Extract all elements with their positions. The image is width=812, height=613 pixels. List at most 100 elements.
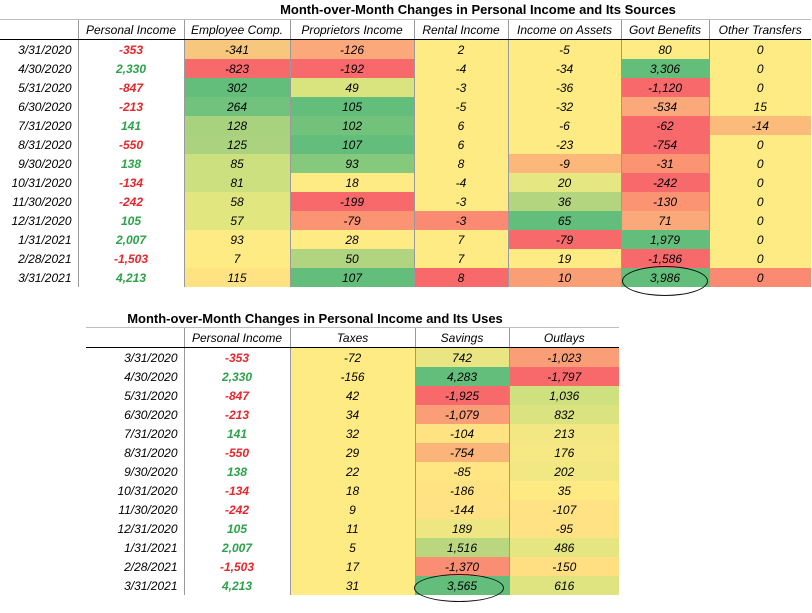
table-row: 1/31/2021 2,007 5 1,516 486: [86, 538, 619, 557]
sources-header-1: Personal Income: [77, 19, 184, 40]
sources-cell-r10-c3: 28: [289, 230, 414, 249]
uses-cell-r5-c3: -754: [414, 443, 509, 462]
table-row: 12/31/2020 105 57 -79 -3 65 71 0: [0, 211, 811, 230]
uses-cell-r6-c3: -85: [414, 462, 509, 481]
sources-cell-r3-c6: -534: [620, 97, 709, 116]
sources-cell-r11-c6: -1,586: [620, 249, 709, 268]
sources-cell-r0-c4: 2: [413, 39, 508, 59]
sources-cell-r10-c5: -79: [507, 230, 621, 249]
sources-cell-r7-c7: 0: [708, 173, 811, 192]
sources-cell-r4-c4: 6: [413, 116, 508, 135]
sources-cell-r0-c7: 0: [708, 39, 811, 59]
uses-table-title: Month-over-Month Changes in Personal Inc…: [127, 311, 503, 326]
uses-header-row: Personal Income Taxes Savings Outlays: [86, 327, 619, 348]
table-row: 11/30/2020 -242 9 -144 -107: [86, 500, 619, 519]
sources-cell-r10-c2: 93: [183, 230, 290, 249]
table-row: 5/31/2020 -847 42 -1,925 1,036: [86, 386, 619, 405]
sources-cell-r9-c0: 12/31/2020: [11, 213, 72, 228]
uses-cell-r10-c1: 2,007: [183, 538, 290, 557]
uses-cell-r8-c4: -107: [508, 500, 619, 519]
sources-cell-r1-c7: 0: [708, 59, 811, 78]
table-row: 3/31/2020 -353 -341 -126 2 -5 80 0: [0, 39, 811, 59]
sources-cell-r2-c6: -1,120: [620, 78, 709, 97]
sources-cell-r9-c1: 105: [77, 211, 184, 230]
uses-cell-r9-c0: 12/31/2020: [117, 521, 178, 536]
uses-cell-r8-c1: -242: [183, 500, 290, 519]
sources-cell-r2-c3: 49: [289, 78, 414, 97]
sources-cell-r9-c6: 71: [620, 211, 709, 230]
sources-cell-r11-c0: 2/28/2021: [18, 251, 72, 266]
sources-table: Personal Income Employee Comp. Proprietors…: [0, 19, 811, 287]
sources-cell-r2-c1: -847: [77, 78, 184, 97]
sources-cell-r1-c0: 4/30/2020: [18, 61, 72, 76]
sources-cell-r6-c3: 93: [289, 154, 414, 173]
uses-cell-r12-c2: 31: [289, 576, 415, 595]
sources-cell-r1-c4: -4: [413, 59, 508, 78]
sources-body: 3/31/2020 -353 -341 -126 2 -5 80 0 4/30/2020 2,33…: [0, 39, 811, 287]
table-row: 9/30/2020 138 22 -85 202: [86, 462, 619, 481]
sources-cell-r12-c2: 115: [183, 268, 290, 287]
sources-cell-r4-c7: -14: [708, 116, 811, 135]
sources-table-title: Month-over-Month Changes in Personal Inc…: [280, 2, 676, 17]
uses-header-3: Savings: [414, 327, 509, 348]
uses-cell-r0-c1: -353: [183, 347, 290, 367]
sources-cell-r7-c6: -242: [620, 173, 709, 192]
uses-cell-r6-c0: 9/30/2020: [124, 464, 178, 479]
uses-cell-r3-c1: -213: [183, 405, 290, 424]
sources-cell-r9-c2: 57: [183, 211, 290, 230]
uses-body: 3/31/2020 -353 -72 742 -1,023 4/30/2020 2,330-…: [86, 347, 619, 595]
sources-header-0: [0, 19, 78, 40]
sources-cell-r9-c7: 0: [708, 211, 811, 230]
uses-cell-r6-c1: 138: [183, 462, 290, 481]
sources-cell-r6-c6: -31: [620, 154, 709, 173]
sources-cell-r3-c2: 264: [183, 97, 290, 116]
uses-cell-r3-c2: 34: [289, 405, 415, 424]
sources-cell-r5-c1: -550: [77, 135, 184, 154]
table-row: 9/30/2020 138 85 93 8 -9 -31 0: [0, 154, 811, 173]
sources-cell-r5-c4: 6: [413, 135, 508, 154]
sources-cell-r2-c4: -3: [413, 78, 508, 97]
table-row: 4/30/2020 2,330 -156 4,283 -1,797: [86, 367, 619, 386]
sources-cell-r10-c0: 1/31/2021: [18, 232, 72, 247]
sources-header-5: Income on Assets: [507, 19, 621, 40]
uses-cell-r7-c4: 35: [508, 481, 619, 500]
sources-cell-r8-c1: -242: [77, 192, 184, 211]
sources-cell-r9-c4: -3: [413, 211, 508, 230]
sources-cell-r1-c2: -823: [183, 59, 290, 78]
uses-table: Personal Income Taxes Savings Outlays 3/31/…: [86, 327, 619, 595]
uses-cell-r0-c4: -1,023: [508, 347, 619, 367]
uses-cell-r2-c1: -847: [183, 386, 290, 405]
uses-cell-r4-c0: 7/31/2020: [124, 426, 178, 441]
sources-cell-r4-c0: 7/31/2020: [18, 118, 72, 133]
sources-cell-r9-c5: 65: [507, 211, 621, 230]
sources-cell-r12-c6: 3,986: [620, 268, 709, 287]
table-row: 8/31/2020 -550 125 107 6 -23 -754 0: [0, 135, 811, 154]
uses-cell-r5-c1: -550: [183, 443, 290, 462]
uses-cell-r11-c0: 2/28/2021: [124, 559, 178, 574]
sources-cell-r1-c5: -34: [507, 59, 621, 78]
table-row: 6/30/2020 -213 34 -1,079 832: [86, 405, 619, 424]
uses-cell-r7-c0: 10/31/2020: [117, 483, 178, 498]
sources-cell-r1-c3: -192: [289, 59, 414, 78]
sources-cell-r7-c4: -4: [413, 173, 508, 192]
uses-cell-r9-c1: 105: [183, 519, 290, 538]
table-row: 2/28/2021 -1,503 17 -1,370 -150: [86, 557, 619, 576]
sources-cell-r0-c0: 3/31/2020: [18, 42, 72, 57]
sources-header-4: Rental Income: [413, 19, 508, 40]
uses-cell-r9-c3: 189: [414, 519, 509, 538]
sources-header-2: Employee Comp.: [183, 19, 290, 40]
uses-cell-r1-c1: 2,330: [183, 367, 290, 386]
sources-cell-r7-c3: 18: [289, 173, 414, 192]
sources-cell-r11-c1: -1,503: [77, 249, 184, 268]
sources-cell-r3-c4: -5: [413, 97, 508, 116]
uses-header-4: Outlays: [508, 327, 619, 348]
table-row: 6/30/2020 -213 264 105 -5 -32 -534 15: [0, 97, 811, 116]
uses-cell-r9-c2: 11: [289, 519, 415, 538]
sources-cell-r11-c2: 7: [183, 249, 290, 268]
table-row: 10/31/2020 -134 81 18 -4 20 -242 0: [0, 173, 811, 192]
uses-cell-r1-c0: 4/30/2020: [124, 369, 178, 384]
sources-cell-r6-c4: 8: [413, 154, 508, 173]
sources-cell-r5-c0: 8/31/2020: [18, 137, 72, 152]
uses-cell-r5-c4: 176: [508, 443, 619, 462]
uses-cell-r11-c1: -1,503: [183, 557, 290, 576]
